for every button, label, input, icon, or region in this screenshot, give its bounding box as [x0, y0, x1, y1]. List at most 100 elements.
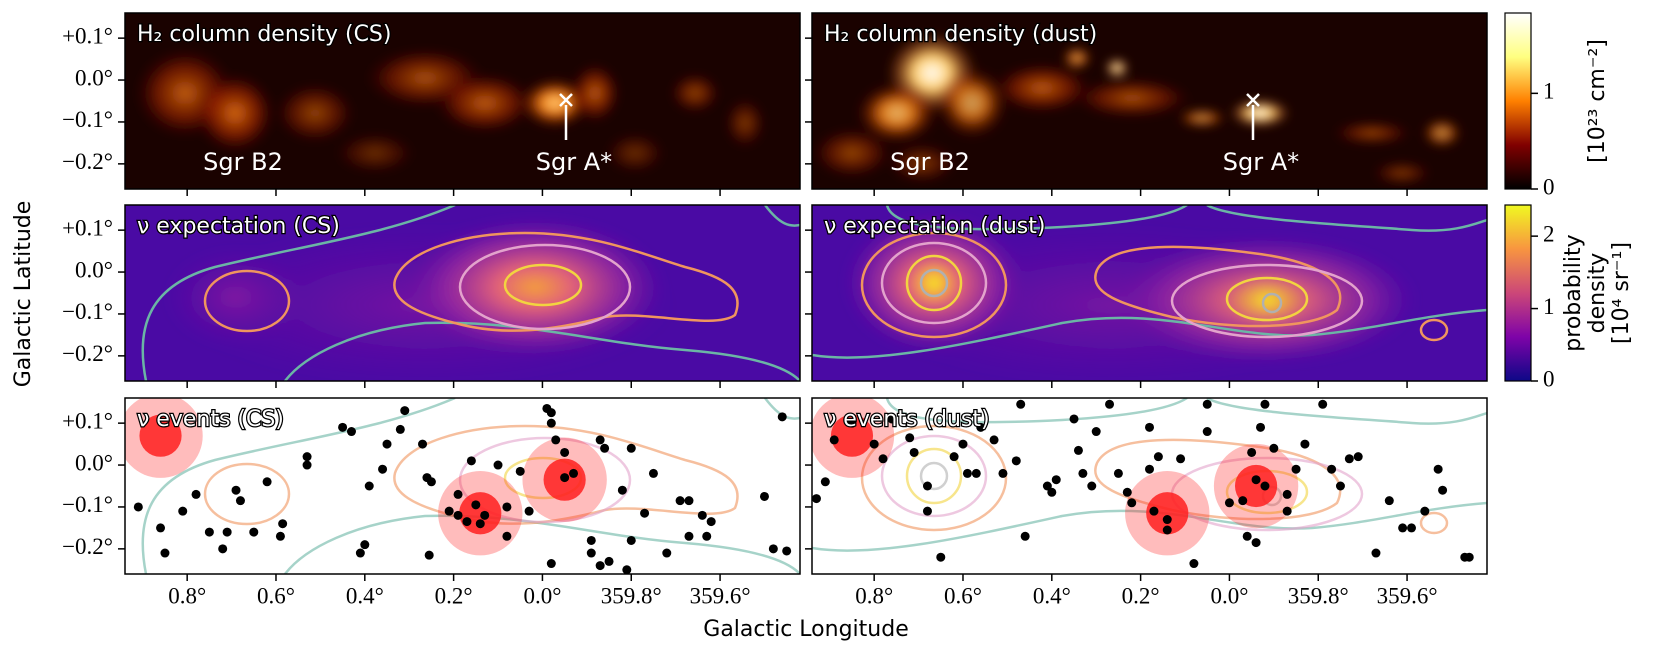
event-point	[675, 496, 685, 506]
event-point	[847, 418, 857, 428]
event-point	[909, 447, 919, 457]
event-point	[1282, 489, 1292, 499]
contour	[919, 268, 949, 298]
heatmap-blob	[570, 63, 620, 123]
event-point	[1113, 468, 1123, 478]
event-point	[782, 546, 792, 556]
heatmap-blob	[1332, 121, 1412, 145]
event-point	[684, 496, 694, 506]
event-point	[1238, 496, 1248, 506]
event-point	[400, 406, 410, 416]
panel-frame	[124, 12, 801, 190]
event-point	[971, 468, 981, 478]
event-point	[1420, 506, 1430, 516]
panel-frame	[811, 397, 1488, 575]
contour	[284, 514, 800, 574]
event-point	[1371, 548, 1381, 558]
event-point	[702, 531, 712, 541]
event-point	[1269, 443, 1279, 453]
event-point	[218, 544, 228, 554]
x-tick-label: 359.8°	[601, 583, 662, 608]
event-point	[1069, 414, 1079, 424]
annotation: Sgr A*	[536, 148, 612, 176]
event-point	[364, 481, 374, 491]
event-point	[546, 418, 556, 428]
event-point	[1011, 456, 1021, 466]
event-point	[600, 443, 610, 453]
event-point	[768, 544, 778, 554]
heatmap-blob	[992, 63, 1092, 113]
event-point	[1153, 452, 1163, 462]
contour	[860, 424, 1008, 532]
colorbar-label: density	[1585, 253, 1610, 334]
event-point	[586, 535, 596, 545]
event-point	[706, 517, 716, 527]
event-point	[958, 439, 968, 449]
panel: ν expectation (dust)	[812, 205, 1487, 381]
y-tick-label: +0.1°	[62, 215, 113, 240]
event-point	[595, 435, 605, 445]
event-point	[1433, 464, 1443, 474]
event-point	[1145, 422, 1154, 432]
event-point	[360, 540, 370, 550]
contour	[284, 321, 800, 381]
heatmap-blob	[1062, 46, 1092, 70]
event-point	[662, 548, 672, 558]
event-point	[905, 433, 915, 443]
x-tick-label: 0.2°	[1122, 583, 1160, 608]
x-tick-label: 359.6°	[1377, 583, 1438, 608]
event-point	[1353, 452, 1363, 462]
colorbar-label: probability	[1561, 234, 1586, 351]
event-point	[502, 531, 512, 541]
x-tick-label: 0.2°	[435, 583, 473, 608]
heatmap-blob	[605, 133, 665, 173]
heatmap-blob	[812, 128, 892, 178]
contour	[458, 243, 632, 331]
event-point	[204, 527, 214, 537]
event-point	[1242, 531, 1252, 541]
contour	[1419, 511, 1449, 535]
contour	[905, 447, 963, 505]
colorbar-tick-label: 2	[1543, 221, 1555, 246]
heatmap-blob	[725, 98, 765, 148]
event-point	[346, 427, 356, 437]
heatmap-blob	[1105, 58, 1129, 78]
event-point	[302, 452, 312, 462]
contour	[1419, 318, 1449, 342]
event-point	[222, 527, 232, 537]
panel: Sgr B2 Sgr A* H₂ column density (CS)	[125, 13, 800, 189]
event-point	[1438, 485, 1448, 495]
x-tick-label: 0.4°	[1033, 583, 1071, 608]
contour	[393, 231, 739, 332]
heatmap-blob	[909, 258, 959, 308]
x-tick-label: 0.6°	[944, 583, 982, 608]
x-tick-label: 0.4°	[346, 583, 384, 608]
event-point	[1224, 498, 1234, 508]
event-point	[1282, 506, 1292, 516]
event-point	[922, 506, 932, 516]
event-point	[622, 565, 632, 574]
x-tick-label: 0.0°	[1210, 583, 1248, 608]
y-tick-label: −0.2°	[62, 534, 113, 559]
event-point	[453, 510, 463, 520]
event-point	[922, 481, 932, 491]
event-point	[524, 506, 534, 516]
panel-title: ν expectation (CS)	[137, 214, 340, 239]
contour	[203, 462, 291, 526]
event-point	[586, 548, 596, 558]
heatmap-blob	[670, 73, 720, 113]
contour	[1206, 205, 1487, 232]
event-point	[418, 439, 428, 449]
x-axis-label: Galactic Longitude	[703, 617, 908, 642]
panel-title: H₂ column density (CS)	[137, 22, 391, 47]
event-point	[1127, 498, 1137, 508]
panel: ν events (CS)	[125, 398, 800, 574]
contour	[458, 436, 632, 524]
x-tick-label: 359.8°	[1288, 583, 1349, 608]
event-point	[1407, 523, 1417, 533]
heatmap-blob	[1422, 118, 1462, 148]
contour	[885, 398, 1188, 424]
event-point	[133, 502, 143, 512]
event-point	[1202, 427, 1212, 437]
event-point	[1162, 515, 1172, 525]
